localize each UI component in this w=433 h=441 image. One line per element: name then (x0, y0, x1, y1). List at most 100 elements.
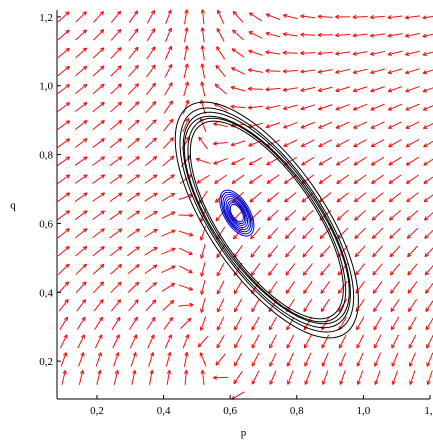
field-arrow (336, 174, 350, 184)
field-arrow (182, 99, 190, 115)
field-arrow (144, 264, 158, 275)
field-arrow (370, 103, 385, 111)
field-arrow (199, 316, 207, 331)
field-arrow (282, 13, 298, 20)
field-arrow (75, 281, 87, 294)
field-arrow (405, 50, 420, 57)
y-axis-label: q (10, 200, 16, 212)
field-arrow (407, 263, 418, 276)
field-arrow (166, 369, 172, 385)
field-arrow (110, 299, 122, 312)
field-arrow (372, 245, 384, 258)
trajectory-curve (187, 117, 347, 323)
field-arrow (183, 27, 189, 43)
field-arrow (389, 245, 401, 258)
field-arrow (405, 103, 420, 111)
field-arrow (371, 192, 384, 203)
field-arrow (354, 227, 366, 239)
field-arrow (353, 192, 367, 203)
field-arrow (387, 50, 403, 56)
field-arrow (248, 31, 263, 39)
field-arrow (268, 316, 278, 331)
field-arrow (267, 209, 279, 221)
field-arrow (370, 86, 385, 93)
field-arrow (75, 263, 87, 275)
field-arrow (284, 227, 296, 240)
field-arrow (183, 81, 189, 97)
field-arrow (213, 375, 229, 380)
field-arrow (145, 299, 157, 312)
field-arrow (215, 64, 226, 78)
field-arrow (317, 32, 333, 38)
field-arrow (128, 28, 139, 42)
field-arrow (251, 334, 260, 349)
field-arrow (320, 281, 331, 294)
field-arrow (113, 352, 120, 367)
field-arrow (131, 369, 137, 385)
field-arrow (373, 334, 382, 349)
field-arrow (57, 11, 70, 23)
field-arrow (164, 334, 172, 349)
field-arrow (183, 63, 189, 79)
field-arrow (405, 139, 420, 148)
field-arrow (178, 247, 193, 256)
field-arrow (59, 316, 69, 330)
field-arrow (109, 246, 123, 257)
field-arrow (300, 50, 316, 56)
field-arrow (128, 299, 139, 312)
field-arrow (94, 316, 103, 330)
field-arrow (303, 281, 313, 294)
field-arrow (317, 14, 333, 19)
field-arrow (389, 227, 401, 239)
field-arrow (352, 14, 368, 20)
field-arrow (92, 47, 105, 59)
field-arrow (265, 122, 281, 129)
field-arrow (60, 352, 68, 367)
field-arrow (371, 227, 384, 239)
field-arrow (195, 157, 211, 165)
field-arrow (232, 10, 244, 23)
field-arrow (249, 192, 262, 203)
field-arrow (144, 228, 158, 238)
field-arrow (92, 101, 105, 113)
field-arrow (422, 105, 433, 111)
field-arrow (370, 156, 385, 166)
field-arrow (408, 334, 417, 349)
field-arrow (148, 352, 155, 367)
field-arrow (110, 28, 122, 41)
field-arrow (96, 369, 102, 385)
field-arrow (404, 33, 420, 38)
field-arrow (200, 298, 206, 313)
y-tick-label: 0,2 (39, 356, 53, 368)
field-arrow (425, 282, 433, 294)
field-arrow (387, 103, 403, 111)
field-arrow (128, 46, 139, 60)
field-arrow (426, 334, 433, 349)
field-arrow (371, 209, 384, 221)
field-arrow (373, 316, 382, 331)
field-arrow (214, 83, 227, 95)
field-arrow (93, 10, 105, 23)
field-arrow (147, 334, 155, 349)
field-arrow (178, 213, 194, 218)
field-arrow (61, 370, 67, 385)
field-arrow (389, 209, 402, 221)
field-arrow (58, 281, 70, 294)
field-arrow (405, 68, 420, 75)
field-arrow (374, 352, 382, 367)
field-arrow (353, 156, 367, 166)
field-arrow (92, 83, 105, 95)
field-arrow (127, 83, 140, 95)
field-arrow (57, 210, 71, 221)
trajectory-curve (229, 203, 244, 223)
field-arrow (75, 83, 88, 95)
field-arrow (355, 263, 366, 276)
field-arrow (145, 119, 157, 131)
field-arrow (387, 15, 403, 20)
field-arrow (372, 263, 383, 276)
field-arrow (113, 369, 120, 385)
field-arrow (110, 10, 122, 23)
field-arrow (423, 140, 433, 148)
field-arrow (75, 29, 88, 41)
field-arrow (144, 156, 158, 167)
